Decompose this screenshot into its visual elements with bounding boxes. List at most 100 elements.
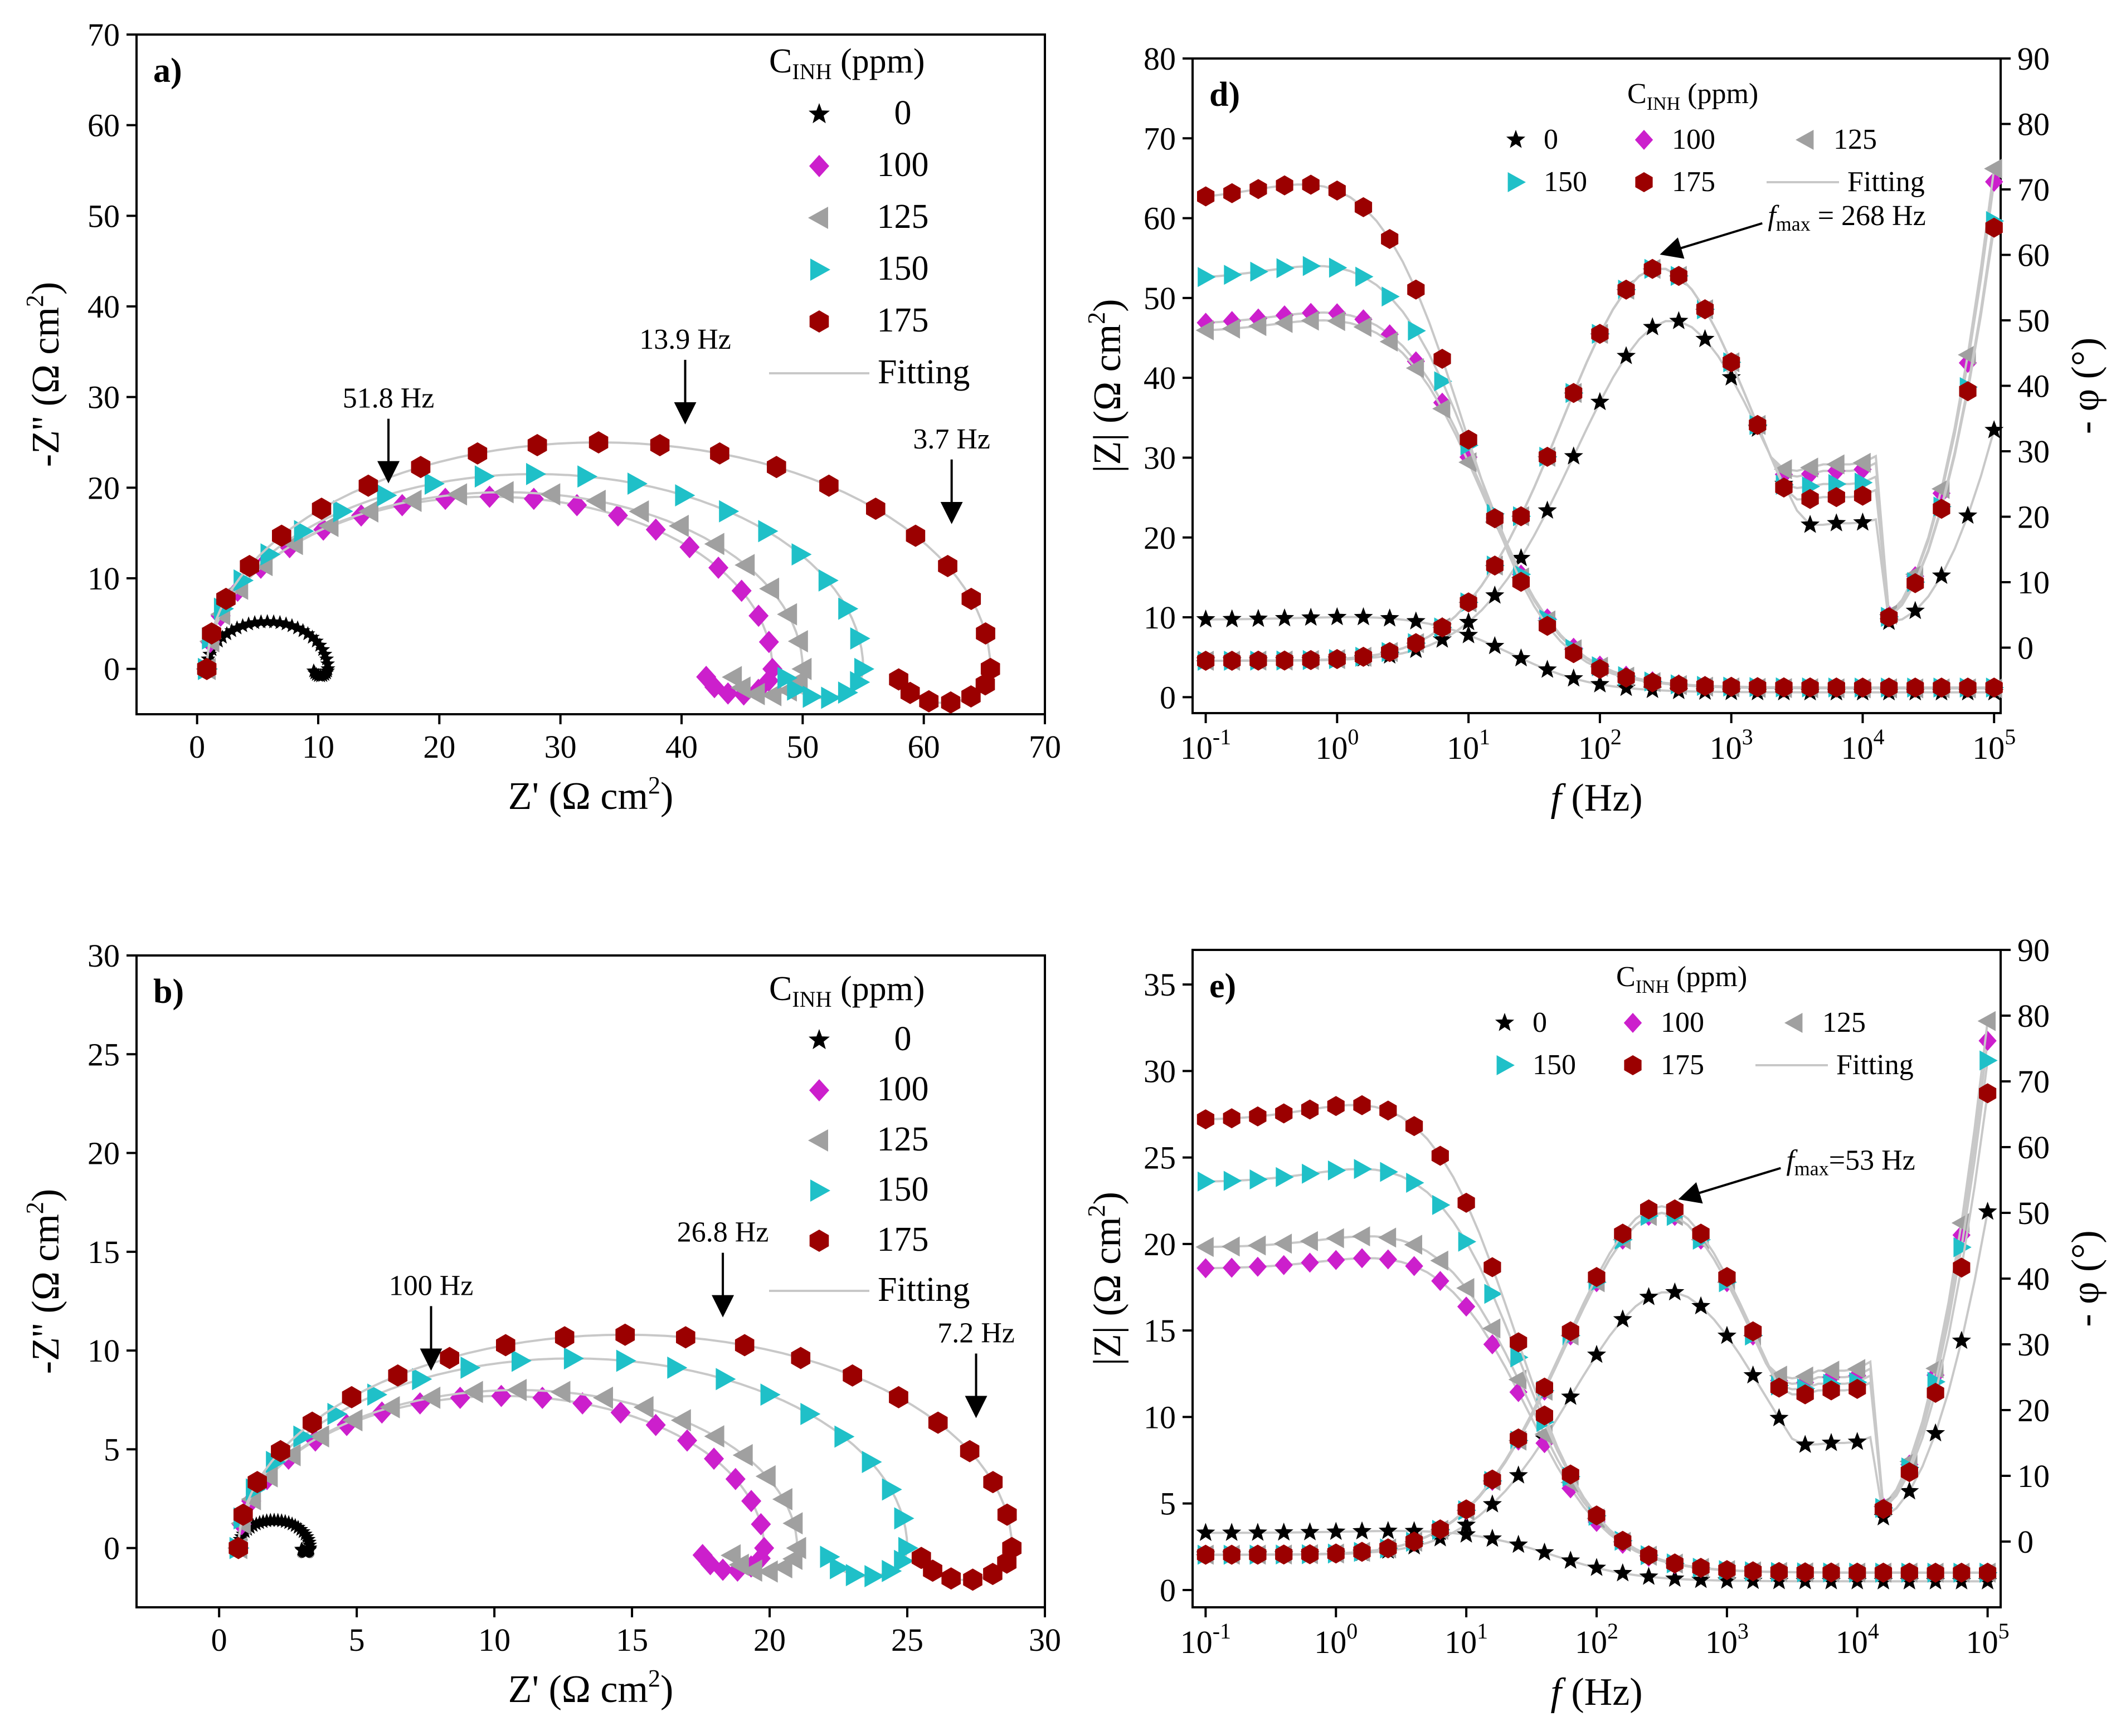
legend-marker-125 xyxy=(1784,1013,1803,1033)
phase-point-175 xyxy=(1640,1199,1658,1220)
modulus-point-150 xyxy=(1223,1171,1242,1191)
phase-point-0 xyxy=(1932,565,1951,584)
modulus-point-175 xyxy=(1588,1505,1606,1526)
data-point-125 xyxy=(782,1512,803,1535)
modulus-point-175 xyxy=(1718,1560,1736,1581)
legend-title: CINH (ppm) xyxy=(769,970,925,1012)
modulus-point-100 xyxy=(1431,1271,1449,1291)
modulus-point-175 xyxy=(1562,1464,1579,1485)
modulus-point-150 xyxy=(1355,266,1374,287)
y-right-tick-label: 30 xyxy=(2017,1327,2050,1363)
legend-marker-0 xyxy=(1495,1013,1515,1031)
data-point-175 xyxy=(342,1386,362,1408)
y-tick-label: 70 xyxy=(87,17,120,53)
data-point-150 xyxy=(333,500,353,523)
modulus-point-150 xyxy=(1249,1169,1268,1189)
data-point-175 xyxy=(983,1563,1003,1586)
data-point-175 xyxy=(961,685,981,708)
legend-label-0: 0 xyxy=(894,1020,912,1058)
panel-letter: b) xyxy=(153,973,184,1011)
phase-point-125 xyxy=(1984,158,2002,179)
data-point-100 xyxy=(679,536,700,559)
y-tick-label: 20 xyxy=(1144,1226,1176,1262)
y-right-tick-label: 10 xyxy=(2017,1458,2050,1494)
y-tick-label: 15 xyxy=(87,1234,120,1270)
fmax-arrow xyxy=(1660,222,1763,259)
phase-point-0 xyxy=(1616,346,1636,364)
legend-label-175: 175 xyxy=(877,1221,929,1259)
modulus-point-175 xyxy=(1249,1106,1267,1127)
phase-point-125 xyxy=(1826,454,1845,475)
phase-point-0 xyxy=(1432,630,1452,648)
legend-marker-150 xyxy=(1507,172,1526,192)
modulus-point-0 xyxy=(1326,1522,1346,1540)
panel-d-bode: 10-1 100 101 102 103 104 105010203040506070800… xyxy=(1083,41,2107,820)
phase-point-175 xyxy=(1354,646,1373,667)
data-point-150 xyxy=(512,1349,532,1372)
modulus-point-100 xyxy=(1223,1257,1241,1278)
data-point-150 xyxy=(760,1383,781,1406)
modulus-point-150 xyxy=(1458,1231,1477,1252)
fmax-arrow xyxy=(1678,1167,1781,1204)
data-point-100 xyxy=(725,1467,746,1490)
modulus-point-175 xyxy=(1979,1562,1997,1583)
phase-point-175 xyxy=(1381,642,1399,662)
data-point-150 xyxy=(526,462,546,485)
panel-a-nyquist: 0 10 20 30 40 50 60 70 0 10 20 30 40 50 60 70 Z' (Ω cm2)… xyxy=(21,17,1061,818)
data-point-175 xyxy=(961,588,981,610)
data-point-125 xyxy=(447,483,468,506)
data-point-150 xyxy=(850,627,870,650)
modulus-point-125 xyxy=(1456,1278,1475,1298)
phase-point-125 xyxy=(1847,1359,1866,1379)
modulus-point-175 xyxy=(1906,677,1924,698)
legend-label-100: 100 xyxy=(1661,1007,1704,1038)
modulus-point-125 xyxy=(1482,1318,1501,1339)
phase-point-0 xyxy=(1669,311,1689,329)
modulus-point-100 xyxy=(1379,1249,1397,1270)
phase-point-0 xyxy=(1538,500,1557,519)
modulus-point-175 xyxy=(1433,349,1451,369)
data-point-125 xyxy=(730,676,751,699)
phase-point-150 xyxy=(1979,1050,1998,1071)
data-point-175 xyxy=(843,1364,862,1387)
modulus-point-175 xyxy=(1483,1257,1501,1277)
modulus-point-175 xyxy=(1933,677,1950,698)
modulus-point-150 xyxy=(1382,286,1400,307)
y-right-axis-label: - φ (°) xyxy=(2064,1230,2107,1327)
legend-marker-150 xyxy=(1496,1055,1515,1075)
data-point-125 xyxy=(772,1556,792,1579)
modulus-point-175 xyxy=(1880,677,1898,698)
data-point-0 xyxy=(241,616,256,631)
phase-point-175 xyxy=(1588,1267,1606,1288)
data-point-175 xyxy=(889,1386,908,1408)
modulus-point-175 xyxy=(1744,1561,1762,1582)
data-point-125 xyxy=(777,603,797,626)
data-point-175 xyxy=(767,456,786,479)
modulus-point-150 xyxy=(1302,256,1321,276)
modulus-point-0 xyxy=(1380,608,1399,627)
modulus-point-175 xyxy=(1460,430,1477,450)
modulus-point-0 xyxy=(1590,674,1609,693)
modulus-point-175 xyxy=(1854,677,1871,698)
phase-point-175 xyxy=(1405,1531,1423,1552)
phase-point-0 xyxy=(1978,1202,1997,1220)
phase-point-175 xyxy=(1486,555,1504,576)
legend-label-175: 175 xyxy=(1672,166,1715,198)
legend-label-fitting: Fitting xyxy=(878,1271,970,1309)
phase-point-0 xyxy=(1665,1282,1685,1301)
data-point-150 xyxy=(862,1451,882,1474)
data-point-0 xyxy=(284,618,300,632)
data-point-150 xyxy=(777,666,798,689)
modulus-point-100 xyxy=(1354,309,1373,330)
data-point-150 xyxy=(460,1356,481,1379)
data-point-0 xyxy=(319,651,334,666)
modulus-point-0 xyxy=(1587,1558,1607,1576)
modulus-point-175 xyxy=(1696,676,1714,696)
annotation-label: 26.8 Hz xyxy=(677,1217,769,1249)
modulus-point-175 xyxy=(1670,675,1687,695)
data-point-150 xyxy=(294,520,314,543)
data-point-150 xyxy=(758,520,779,543)
phase-point-0 xyxy=(1721,367,1741,386)
data-point-175 xyxy=(271,1440,290,1462)
panel-letter: a) xyxy=(153,52,182,90)
